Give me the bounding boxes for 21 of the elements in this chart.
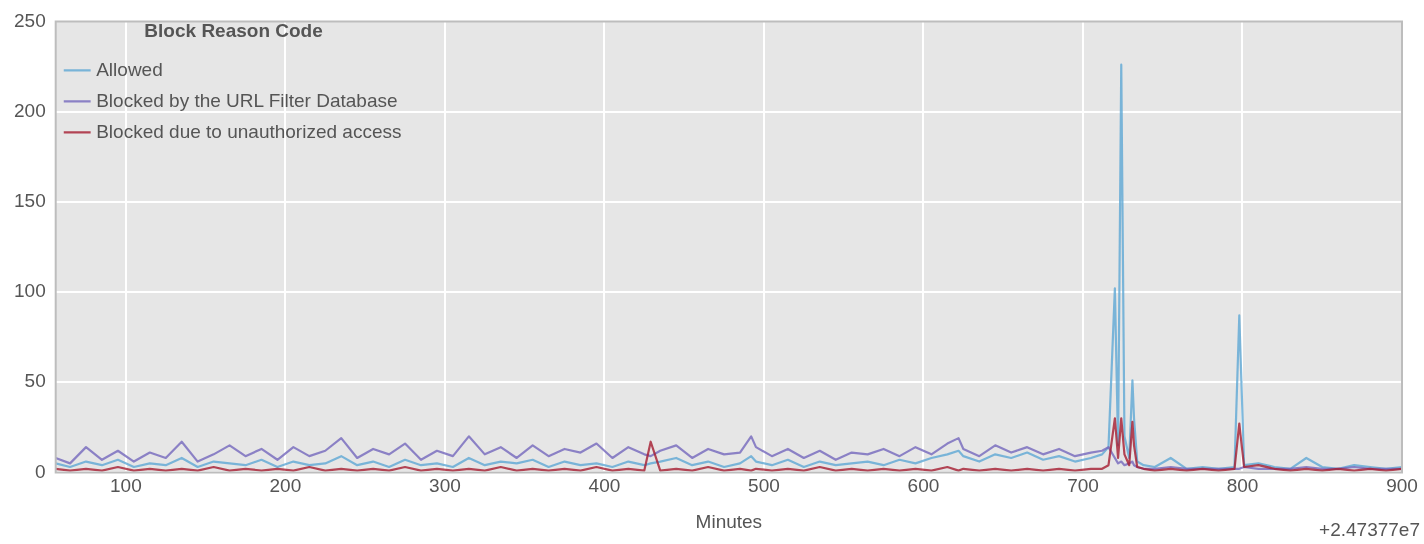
text: +2.47377e7 <box>1319 519 1420 540</box>
x-tick-label: 600 <box>907 475 940 497</box>
y-tick-label: 250 <box>14 9 46 31</box>
legend-label: Blocked due to unauthorized access <box>96 120 402 142</box>
x-axis-title: Minutes <box>695 510 763 532</box>
x-tick-label: 800 <box>1226 475 1259 497</box>
x-tick-label: 500 <box>748 475 780 497</box>
x-tick-label: 100 <box>110 475 142 497</box>
x-tick-label: 400 <box>588 475 621 497</box>
x-tick-label: 200 <box>269 475 302 497</box>
y-tick-label: 0 <box>35 460 46 482</box>
legend-label: Allowed <box>96 58 163 80</box>
x-tick-label: 300 <box>429 475 461 497</box>
y-tick-label: 200 <box>14 99 46 121</box>
y-tick-label: 50 <box>24 370 46 392</box>
y-tick-label: 100 <box>14 280 46 302</box>
legend-title: Block Reason Code <box>144 19 323 41</box>
x-tick-label: 900 <box>1386 475 1418 497</box>
legend-label: Blocked by the URL Filter Database <box>96 89 398 111</box>
y-tick-label: 150 <box>14 190 46 212</box>
x-tick-label: 700 <box>1067 475 1099 497</box>
